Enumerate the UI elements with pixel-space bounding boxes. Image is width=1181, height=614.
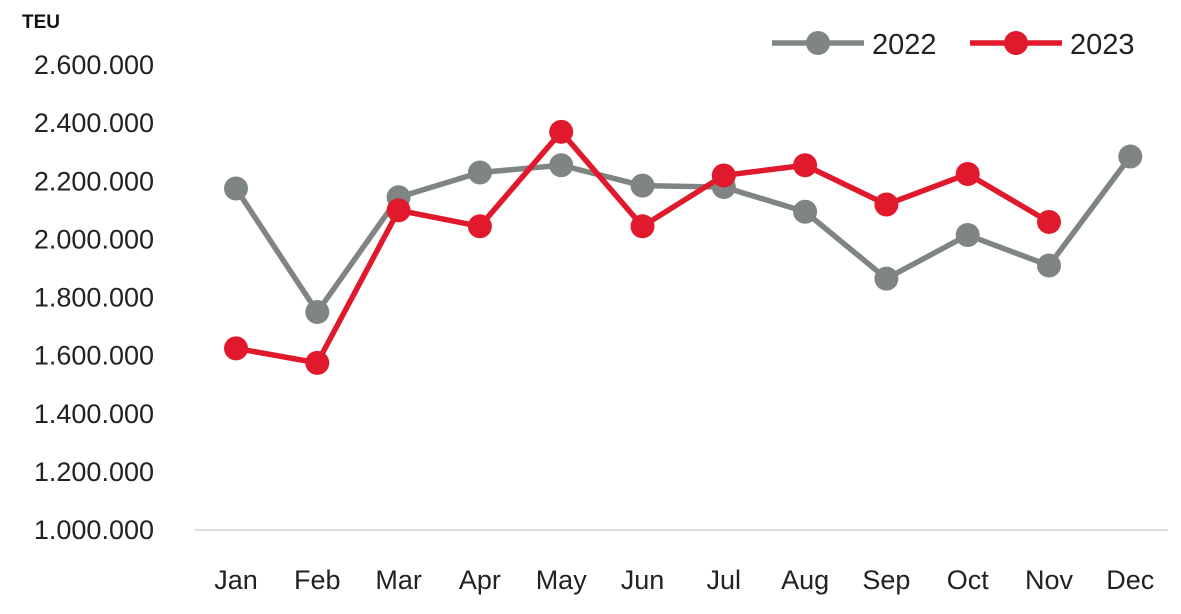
data-point	[549, 153, 574, 178]
x-tick-label: Dec	[1106, 565, 1154, 595]
data-point	[305, 300, 330, 325]
y-tick-label: 1.400.000	[34, 399, 154, 429]
data-point	[1037, 209, 1061, 234]
series-2022	[224, 144, 1143, 325]
y-tick-label: 2.200.000	[34, 166, 154, 196]
legend: 2022 2023	[772, 29, 1135, 61]
legend-item-2022: 2022	[772, 29, 937, 61]
x-tick-label: Jul	[707, 565, 742, 595]
x-tick-label: Jan	[214, 565, 258, 595]
y-tick-label: 1.800.000	[34, 283, 154, 313]
y-tick-label: 1.600.000	[34, 341, 154, 371]
legend-swatch-marker	[806, 31, 830, 55]
data-point	[467, 214, 492, 239]
x-tick-label: Jun	[621, 565, 665, 595]
data-point	[874, 266, 899, 291]
legend-label: 2022	[872, 29, 937, 61]
legend-item-2023: 2023	[970, 29, 1135, 61]
data-point	[630, 173, 655, 198]
y-axis-unit-label: TEU	[22, 12, 60, 33]
series-line	[233, 129, 1052, 366]
y-tick-label: 1.000.000	[34, 515, 154, 545]
series-2023	[224, 119, 1061, 375]
x-tick-label: Nov	[1025, 565, 1074, 595]
x-tick-label: Apr	[459, 565, 501, 595]
data-point	[793, 153, 818, 178]
data-point	[305, 350, 330, 375]
data-point	[224, 176, 248, 201]
x-tick-label: May	[536, 565, 588, 595]
x-tick-label: Mar	[375, 565, 422, 595]
data-point	[711, 163, 736, 188]
data-point	[386, 198, 411, 223]
x-tick-label: Aug	[781, 565, 829, 595]
y-tick-label: 2.000.000	[34, 224, 154, 254]
x-tick-label: Feb	[294, 565, 341, 595]
data-point	[874, 192, 899, 217]
y-axis-tick-labels: 1.000.000 1.200.000 1.400.000 1.600.000 1.80…	[34, 50, 154, 545]
data-point	[549, 119, 574, 144]
x-axis-tick-labels: Jan Feb Mar Apr May Jun Jul Aug Sep Oct Nov Dec	[214, 565, 1154, 595]
legend-label: 2023	[1070, 29, 1135, 61]
data-point	[1118, 144, 1143, 169]
y-tick-label: 2.600.000	[34, 50, 154, 80]
data-point	[630, 214, 655, 239]
data-point	[955, 161, 980, 186]
legend-swatch-marker	[1004, 31, 1028, 55]
data-point	[467, 160, 492, 185]
y-tick-label: 2.400.000	[34, 108, 154, 138]
data-point	[955, 223, 980, 248]
data-point	[793, 199, 818, 224]
series-line	[233, 153, 1134, 315]
series-layer	[224, 119, 1143, 375]
y-tick-label: 1.200.000	[34, 457, 154, 487]
data-point	[224, 336, 248, 361]
x-tick-label: Oct	[947, 565, 990, 595]
x-tick-label: Sep	[862, 565, 910, 595]
data-point	[1037, 253, 1061, 278]
